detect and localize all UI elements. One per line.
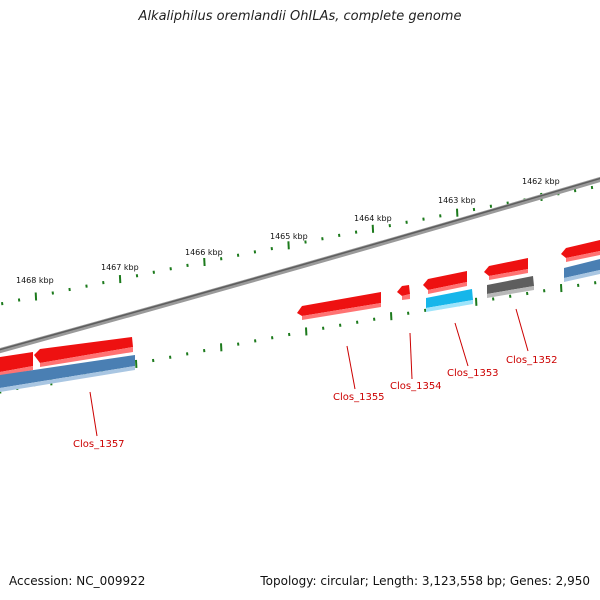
- gene-clos-1352-forward[interactable]: [484, 258, 528, 280]
- ruler-label-1464: 1464 kbp: [354, 214, 392, 223]
- gene-clos-1355[interactable]: [297, 292, 381, 320]
- leader-clos-1355: [346, 345, 356, 390]
- genome-backbone-highlight: [0, 177, 600, 351]
- ruler-label-1463: 1463 kbp: [438, 196, 476, 205]
- ruler-label-1467: 1467 kbp: [101, 263, 139, 272]
- ruler-label-1466: 1466 kbp: [185, 248, 223, 257]
- gene-right-edge-forward[interactable]: [561, 240, 600, 262]
- leader-clos-1354: [409, 332, 413, 380]
- gene-clos-1353-forward[interactable]: [423, 271, 467, 294]
- outer-ruler-ticks: [1, 185, 594, 306]
- gene-clos-1354[interactable]: [397, 285, 410, 300]
- gene-clos-1357-forward[interactable]: [34, 337, 133, 367]
- gene-clos-1352-reverse[interactable]: [487, 276, 534, 298]
- leader-clos-1352: [515, 308, 529, 352]
- genome-summary-label: Topology: circular; Length: 3,123,558 bp…: [260, 574, 590, 588]
- gene-label-clos-1353[interactable]: Clos_1353: [447, 368, 499, 379]
- accession-label: Accession: NC_009922: [9, 574, 146, 588]
- gene-right-edge-reverse[interactable]: [564, 259, 600, 282]
- gene-clos-1353-reverse[interactable]: [426, 289, 473, 312]
- gene-left-edge-forward[interactable]: [0, 352, 33, 376]
- ruler-label-1462: 1462 kbp: [522, 177, 560, 186]
- gene-label-clos-1357[interactable]: Clos_1357: [73, 439, 125, 450]
- leader-clos-1353: [454, 322, 469, 367]
- genome-backbone: [0, 176, 600, 354]
- map-title: Alkaliphilus oremlandii OhILAs, complete…: [138, 9, 462, 24]
- gene-label-clos-1352[interactable]: Clos_1352: [506, 355, 558, 366]
- gene-label-clos-1355[interactable]: Clos_1355: [333, 392, 385, 403]
- gene-label-clos-1354[interactable]: Clos_1354: [390, 381, 442, 392]
- ruler-label-1468: 1468 kbp: [16, 276, 54, 285]
- gene-clos-1357-reverse[interactable]: [0, 355, 135, 392]
- ruler-label-1465: 1465 kbp: [270, 232, 308, 241]
- leader-clos-1357: [89, 391, 98, 437]
